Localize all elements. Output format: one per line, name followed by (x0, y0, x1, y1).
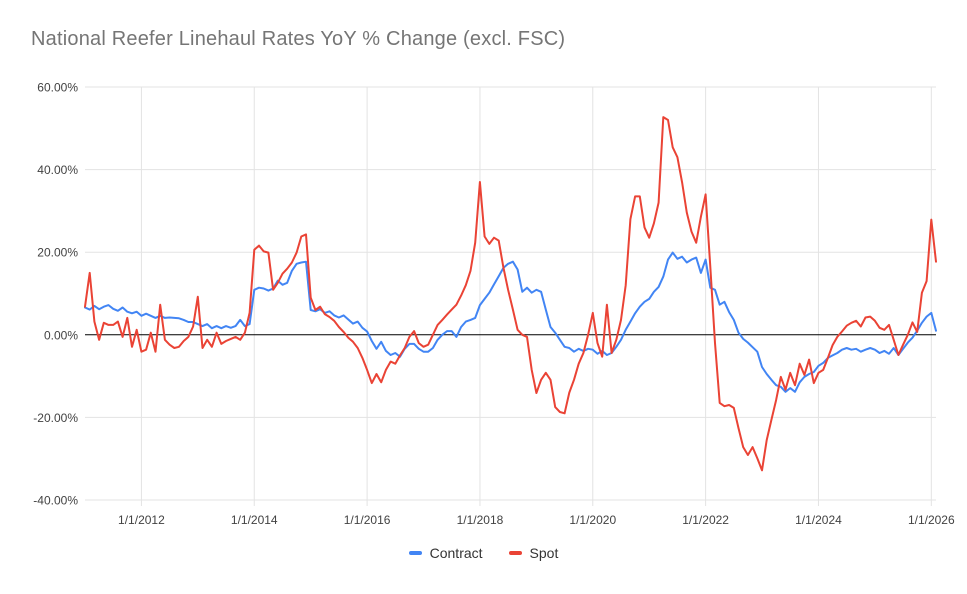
x-axis-tick-label: 1/1/2024 (795, 513, 842, 527)
x-axis-tick-label: 1/1/2026 (908, 513, 955, 527)
x-axis-tick-label: 1/1/2014 (231, 513, 278, 527)
y-axis-tick-label: 40.00% (37, 163, 78, 177)
legend: Contract Spot (0, 545, 967, 561)
x-axis-tick-label: 1/1/2012 (118, 513, 165, 527)
y-axis-tick-label: 0.00% (44, 328, 78, 342)
y-axis-tick-label: -40.00% (33, 494, 78, 508)
y-axis-tick-label: -20.00% (33, 411, 78, 425)
chart-title: National Reefer Linehaul Rates YoY % Cha… (31, 28, 566, 50)
legend-item-spot[interactable]: Spot (508, 545, 559, 561)
spot-line[interactable] (84, 116, 937, 472)
legend-item-contract[interactable]: Contract (408, 545, 483, 561)
legend-label-contract: Contract (429, 545, 483, 561)
x-axis-tick-label: 1/1/2016 (344, 513, 391, 527)
spot-series-swatch-icon (508, 551, 522, 555)
legend-label-spot: Spot (529, 545, 559, 561)
x-axis-tick-label: 1/1/2018 (457, 513, 504, 527)
x-axis-tick-label: 1/1/2020 (569, 513, 616, 527)
contract-line[interactable] (84, 251, 937, 393)
y-axis-tick-label: 60.00% (37, 81, 78, 95)
y-axis-tick-label: 20.00% (37, 246, 78, 260)
x-axis-tick-label: 1/1/2022 (682, 513, 729, 527)
contract-series-swatch-icon (408, 551, 422, 555)
